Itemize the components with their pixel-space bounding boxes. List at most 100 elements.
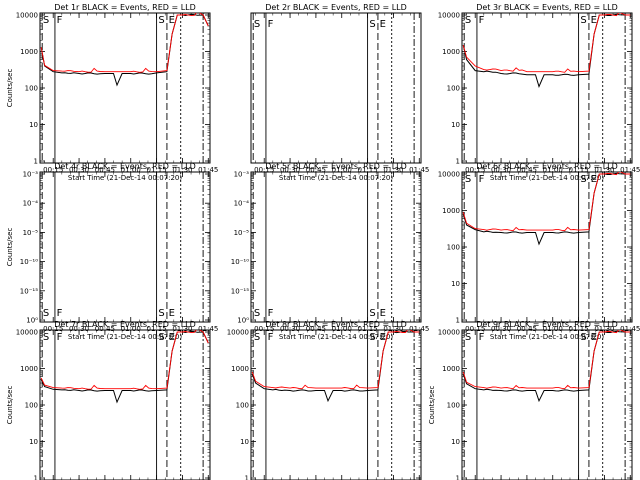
- y-tick-label: 1: [245, 475, 249, 480]
- y-tick-label: 10⁻¹⁰: [231, 258, 249, 266]
- panel-7: Det 7r BLACK = Events, RED = LLD 1 10 100 10…: [6, 320, 211, 480]
- y-tick-label: 1: [456, 158, 460, 166]
- x-axis-label: Start Time (21-Dec-14 00:07:20): [279, 333, 393, 341]
- series-line-lld: [40, 330, 209, 390]
- y-tick-label: 100: [447, 244, 460, 252]
- x-tick-label: 01:15: [357, 166, 377, 174]
- y-tick-label: 10000: [227, 329, 249, 337]
- y-tick-label: 10⁻¹⁰: [20, 258, 38, 266]
- panel-title: Det 2r BLACK = Events, RED = LLD: [265, 3, 407, 12]
- y-tick-label: 10: [240, 438, 249, 446]
- marker-letter: S: [254, 332, 260, 343]
- x-tick-label: 01:45: [409, 166, 429, 174]
- y-tick-label: 10: [451, 121, 460, 129]
- x-axis-label: Start Time (21-Dec-14 00:07:20): [490, 333, 604, 341]
- marker-letter: S: [369, 308, 375, 319]
- x-tick-label: 00:30: [280, 166, 300, 174]
- y-tick-label: 10: [451, 280, 460, 288]
- y-tick-label: 10: [29, 121, 38, 129]
- x-tick-label: 00:45: [517, 166, 537, 174]
- series-line-lld: [251, 330, 420, 390]
- x-tick-label: 00:30: [69, 325, 89, 333]
- plot-frame: [250, 171, 422, 323]
- marker-letter: S: [43, 308, 49, 319]
- x-tick-label: 00:15: [43, 325, 63, 333]
- x-tick-label: 01:45: [620, 325, 640, 333]
- y-tick-label: 10⁰: [26, 317, 38, 325]
- x-tick-label: 01:30: [383, 325, 403, 333]
- x-tick-label: 00:45: [306, 325, 326, 333]
- y-tick-label: 10000: [438, 329, 460, 337]
- x-tick-label: 01:00: [332, 166, 352, 174]
- marker-letter: E: [380, 332, 386, 343]
- y-tick-label: 1000: [20, 48, 38, 56]
- plot-frame: [461, 329, 633, 480]
- x-tick-label: 00:15: [465, 166, 485, 174]
- y-tick-label: 1: [456, 475, 460, 480]
- y-tick-label: 100: [447, 402, 460, 410]
- panel-2: Det 2r BLACK = Events, RED = LLD 00:15 00:…: [250, 3, 429, 182]
- panel-title: Det 4r BLACK = Events, RED = LLD: [54, 162, 196, 171]
- marker-letter: S: [158, 15, 164, 26]
- y-tick-label: 10⁰: [237, 317, 249, 325]
- y-tick-label: 1000: [442, 365, 460, 373]
- marker-letter: E: [169, 308, 175, 319]
- x-tick-label: 01:30: [383, 166, 403, 174]
- panel-3: Det 3r BLACK = Events, RED = LLD 1 10 100 10…: [438, 3, 640, 182]
- y-tick-label: 1: [456, 317, 460, 325]
- x-tick-label: 00:15: [254, 325, 274, 333]
- y-tick-label: 10000: [16, 12, 38, 20]
- series-line-events: [40, 330, 209, 404]
- x-tick-label: 01:15: [146, 166, 166, 174]
- y-tick-label: 1: [34, 475, 38, 480]
- y-tick-label: 10⁻³: [23, 171, 39, 179]
- x-axis-label: Start Time (21-Dec-14 00:07:20): [279, 174, 393, 182]
- panel-title: Det 3r BLACK = Events, RED = LLD: [476, 3, 618, 12]
- y-tick-label: 10⁻⁴: [23, 200, 39, 208]
- series-line-events: [462, 330, 631, 403]
- x-tick-label: 00:15: [465, 325, 485, 333]
- y-tick-label: 10⁻¹⁵: [231, 287, 249, 295]
- marker-letter: F: [268, 332, 274, 343]
- x-tick-label: 01:00: [121, 325, 141, 333]
- y-tick-label: 100: [236, 402, 249, 410]
- series-line-lld: [40, 13, 209, 73]
- x-tick-label: 01:00: [543, 166, 563, 174]
- x-tick-label: 01:00: [543, 325, 563, 333]
- y-tick-label: 1000: [20, 365, 38, 373]
- x-tick-label: 00:45: [95, 325, 115, 333]
- y-tick-label: 10⁻³: [234, 171, 250, 179]
- series-line-lld: [462, 13, 631, 73]
- marker-letter: S: [465, 15, 471, 26]
- x-tick-label: 01:15: [146, 325, 166, 333]
- y-axis-label: Counts/sec: [6, 228, 14, 267]
- plot-frame: [39, 329, 211, 480]
- marker-letter: S: [158, 332, 164, 343]
- marker-letter: S: [254, 308, 260, 319]
- panel-title: Det 6r BLACK = Events, RED = LLD: [476, 162, 618, 171]
- y-tick-label: 10000: [438, 12, 460, 20]
- x-tick-label: 01:45: [198, 166, 218, 174]
- y-tick-label: 1000: [442, 48, 460, 56]
- x-tick-label: 00:30: [491, 166, 511, 174]
- y-tick-label: 1: [34, 158, 38, 166]
- x-tick-label: 00:30: [280, 325, 300, 333]
- y-axis-label: Counts/sec: [6, 386, 14, 425]
- marker-letter: E: [380, 308, 386, 319]
- x-axis-label: Start Time (21-Dec-14 00:07:20): [68, 333, 182, 341]
- panel-title: Det 5r BLACK = Events, RED = LLD: [265, 162, 407, 171]
- x-tick-label: 00:30: [69, 166, 89, 174]
- marker-letter: E: [591, 332, 597, 343]
- x-tick-label: 01:45: [409, 325, 429, 333]
- marker-letter: S: [43, 332, 49, 343]
- x-tick-label: 01:15: [568, 325, 588, 333]
- series-line-events: [251, 330, 420, 403]
- marker-letter: F: [57, 15, 63, 26]
- marker-letter: F: [268, 19, 274, 30]
- series-line-events: [462, 172, 631, 246]
- x-tick-label: 00:45: [95, 166, 115, 174]
- plot-frame: [250, 12, 422, 164]
- y-tick-label: 10000: [438, 171, 460, 179]
- x-tick-label: 01:00: [121, 166, 141, 174]
